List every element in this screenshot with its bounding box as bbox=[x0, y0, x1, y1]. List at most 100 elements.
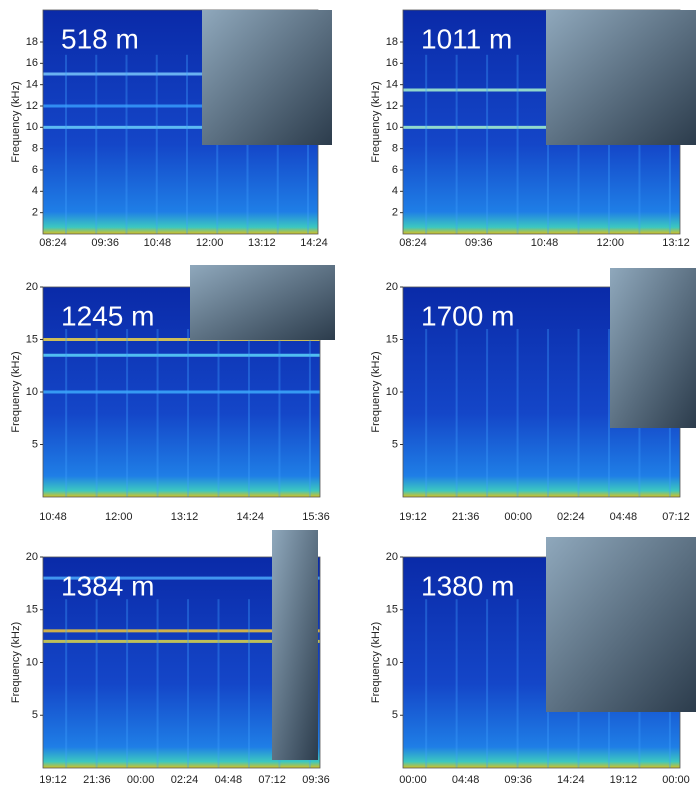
transient bbox=[96, 599, 98, 768]
x-tick-label: 10:48 bbox=[144, 237, 172, 249]
y-tick-label: 15 bbox=[26, 333, 38, 345]
transient bbox=[248, 599, 250, 768]
y-tick-label: 18 bbox=[386, 36, 398, 48]
transient bbox=[96, 329, 98, 497]
x-tick-label: 04:48 bbox=[610, 511, 638, 523]
transient bbox=[65, 329, 67, 497]
transient bbox=[126, 599, 128, 768]
depth-annotation: 1384 m bbox=[61, 570, 154, 601]
x-tick-label: 10:48 bbox=[531, 237, 559, 249]
x-tick-label: 10:48 bbox=[39, 511, 67, 523]
y-axis-label: Frequency (kHz) bbox=[370, 81, 382, 162]
photo bbox=[546, 537, 696, 712]
x-tick-label: 13:12 bbox=[248, 237, 276, 249]
x-tick-label: 15:36 bbox=[302, 511, 330, 523]
x-tick-label: 19:12 bbox=[39, 774, 67, 786]
y-tick-label: 8 bbox=[392, 143, 398, 155]
y-tick-label: 5 bbox=[392, 709, 398, 721]
y-axis-label: Frequency (kHz) bbox=[10, 351, 22, 432]
x-tick-label: 02:24 bbox=[171, 774, 199, 786]
transient bbox=[547, 329, 549, 497]
transient bbox=[608, 329, 610, 497]
transient bbox=[517, 599, 519, 768]
y-tick-label: 2 bbox=[392, 207, 398, 219]
y-tick-label: 16 bbox=[386, 57, 398, 69]
x-tick-label: 07:12 bbox=[662, 511, 690, 523]
x-tick-label: 00:00 bbox=[127, 774, 155, 786]
y-tick-label: 10 bbox=[26, 121, 38, 133]
transient bbox=[65, 599, 67, 768]
x-tick-label: 00:00 bbox=[399, 774, 427, 786]
y-tick-label: 14 bbox=[26, 79, 38, 91]
transient bbox=[425, 599, 427, 768]
transient bbox=[156, 55, 158, 234]
y-tick-label: 18 bbox=[26, 36, 38, 48]
depth-annotation: 1011 m bbox=[421, 23, 512, 54]
y-tick-label: 12 bbox=[26, 100, 38, 112]
x-tick-label: 19:12 bbox=[399, 511, 427, 523]
y-tick-label: 10 bbox=[386, 656, 398, 668]
transient bbox=[425, 329, 427, 497]
figure: 2 4 6 8 10 12 14 16 18 08:24 09:36 10:48 12:00 13:12 1… bbox=[0, 0, 696, 786]
transient bbox=[486, 599, 488, 768]
transient bbox=[248, 329, 250, 497]
x-tick-label: 08:24 bbox=[39, 237, 67, 249]
x-tick-label: 02:24 bbox=[557, 511, 585, 523]
y-tick-label: 10 bbox=[386, 386, 398, 398]
x-tick-label: 19:12 bbox=[610, 774, 638, 786]
transient bbox=[578, 329, 580, 497]
x-tick-label: 09:36 bbox=[302, 774, 330, 786]
transient bbox=[309, 329, 311, 497]
transient bbox=[157, 329, 159, 497]
transient bbox=[95, 55, 97, 234]
transient bbox=[517, 55, 519, 234]
x-tick-label: 21:36 bbox=[83, 774, 111, 786]
x-tick-label: 12:00 bbox=[105, 511, 133, 523]
y-tick-label: 5 bbox=[32, 438, 38, 450]
y-tick-label: 20 bbox=[386, 281, 398, 293]
y-tick-label: 6 bbox=[32, 164, 38, 176]
photo bbox=[272, 530, 318, 760]
y-tick-label: 8 bbox=[32, 143, 38, 155]
transient bbox=[187, 329, 189, 497]
x-tick-label: 14:24 bbox=[236, 511, 264, 523]
y-axis-label: Frequency (kHz) bbox=[370, 351, 382, 432]
y-tick-label: 4 bbox=[32, 185, 38, 197]
x-tick-label: 08:24 bbox=[399, 237, 427, 249]
y-axis-label: Frequency (kHz) bbox=[10, 622, 22, 703]
y-tick-label: 10 bbox=[26, 656, 38, 668]
x-tick-label: 09:36 bbox=[91, 237, 119, 249]
transient bbox=[278, 329, 280, 497]
transient bbox=[65, 55, 67, 234]
depth-annotation: 518 m bbox=[61, 23, 139, 54]
transient bbox=[486, 329, 488, 497]
transient bbox=[126, 329, 128, 497]
depth-annotation: 1245 m bbox=[61, 300, 154, 331]
y-axis-label: Frequency (kHz) bbox=[10, 81, 22, 162]
transient bbox=[187, 599, 189, 768]
x-tick-label: 09:36 bbox=[504, 774, 532, 786]
transient bbox=[456, 599, 458, 768]
x-tick-label: 12:00 bbox=[196, 237, 224, 249]
transient bbox=[486, 55, 488, 234]
x-tick-label: 13:12 bbox=[662, 237, 690, 249]
y-tick-label: 2 bbox=[32, 207, 38, 219]
photo bbox=[610, 268, 696, 428]
transient bbox=[517, 329, 519, 497]
transient bbox=[126, 55, 128, 234]
transient bbox=[218, 329, 220, 497]
x-tick-label: 14:24 bbox=[557, 774, 585, 786]
x-tick-label: 00:00 bbox=[504, 511, 532, 523]
y-tick-label: 5 bbox=[392, 438, 398, 450]
x-tick-label: 04:48 bbox=[215, 774, 243, 786]
depth-annotation: 1380 m bbox=[421, 570, 514, 601]
transient bbox=[456, 55, 458, 234]
y-tick-label: 14 bbox=[386, 79, 398, 91]
x-tick-label: 09:36 bbox=[465, 237, 493, 249]
x-tick-label: 04:48 bbox=[452, 774, 480, 786]
photo bbox=[202, 10, 332, 145]
x-tick-label: 14:24 bbox=[300, 237, 328, 249]
depth-annotation: 1700 m bbox=[421, 300, 514, 331]
y-tick-label: 10 bbox=[26, 386, 38, 398]
y-tick-label: 15 bbox=[26, 604, 38, 616]
